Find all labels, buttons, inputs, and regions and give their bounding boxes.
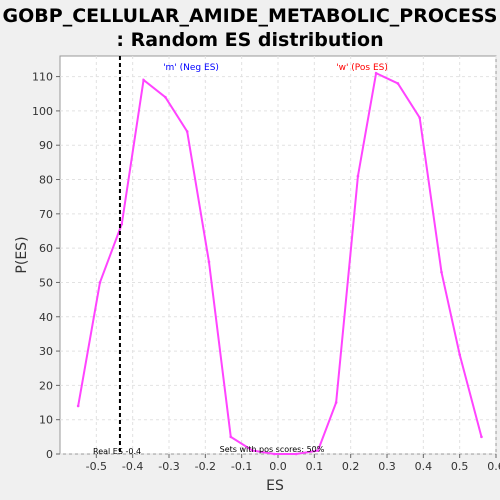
x-axis-ticks: -0.5 -0.4 -0.3 -0.2 -0.1 0.0 0.1 0.2 0.3 0.4 0.5 0.… bbox=[86, 454, 500, 473]
data-point bbox=[76, 404, 80, 408]
y-tick-label: 60 bbox=[39, 242, 53, 255]
es-distribution-line bbox=[77, 71, 483, 455]
data-point bbox=[98, 281, 102, 284]
y-tick-label: 50 bbox=[39, 276, 53, 289]
data-point bbox=[334, 401, 338, 404]
data-point bbox=[273, 452, 276, 456]
pos-scores-label: Sets with pos scores: 50% bbox=[220, 445, 325, 454]
x-tick-label: 0.1 bbox=[306, 460, 324, 473]
y-tick-label: 80 bbox=[39, 174, 53, 187]
y-axis-ticks: 0 10 20 30 40 50 60 70 80 90 100 110 bbox=[32, 71, 60, 461]
data-point bbox=[142, 78, 145, 82]
x-tick-label: 0.6 bbox=[487, 460, 500, 473]
y-tick-label: 100 bbox=[32, 105, 53, 118]
y-tick-label: 90 bbox=[39, 139, 53, 152]
chart-title-line1: GOBP_CELLULAR_AMIDE_METABOLIC_PROCESS bbox=[3, 5, 498, 27]
neg-es-label: 'm' (Neg ES) bbox=[163, 63, 219, 73]
x-tick-label: -0.4 bbox=[122, 460, 143, 473]
y-axis-label: P(ES) bbox=[14, 236, 30, 273]
x-tick-label: 0.5 bbox=[451, 460, 469, 473]
y-tick-label: 30 bbox=[39, 345, 53, 358]
x-axis-label: ES bbox=[266, 478, 284, 494]
y-tick-label: 20 bbox=[39, 379, 53, 392]
data-point bbox=[251, 449, 254, 452]
y-tick-label: 10 bbox=[39, 414, 53, 427]
x-tick-label: 0.2 bbox=[342, 460, 360, 473]
data-point bbox=[120, 222, 124, 226]
x-tick-label: 0.4 bbox=[415, 460, 433, 473]
grid-lines bbox=[60, 56, 497, 455]
pos-es-label: 'w' (Pos ES) bbox=[336, 63, 388, 73]
x-tick-label: -0.3 bbox=[158, 460, 179, 473]
data-point bbox=[440, 270, 443, 274]
data-point bbox=[418, 116, 422, 120]
data-point bbox=[356, 174, 360, 178]
y-tick-label: 40 bbox=[39, 311, 53, 324]
data-point bbox=[294, 452, 298, 456]
data-point bbox=[458, 353, 461, 356]
x-tick-label: -0.2 bbox=[195, 460, 216, 473]
data-point bbox=[396, 82, 400, 85]
chart-title-line2: : Random ES distribution bbox=[116, 29, 383, 51]
real-es-label: Real ES -0.4 bbox=[93, 447, 141, 456]
data-point bbox=[229, 435, 233, 439]
data-point bbox=[164, 95, 167, 99]
x-tick-label: 0.0 bbox=[269, 460, 287, 473]
data-point bbox=[185, 130, 189, 133]
x-tick-label: 0.3 bbox=[378, 460, 396, 473]
data-point bbox=[480, 435, 483, 439]
x-tick-label: -0.1 bbox=[231, 460, 252, 473]
series-layer bbox=[76, 71, 483, 456]
data-point bbox=[207, 260, 211, 264]
y-tick-label: 70 bbox=[39, 208, 53, 221]
y-tick-label: 110 bbox=[32, 71, 53, 84]
y-tick-label: 0 bbox=[46, 448, 53, 461]
x-tick-label: -0.5 bbox=[86, 460, 107, 473]
data-point bbox=[316, 449, 320, 452]
data-point bbox=[374, 71, 378, 75]
